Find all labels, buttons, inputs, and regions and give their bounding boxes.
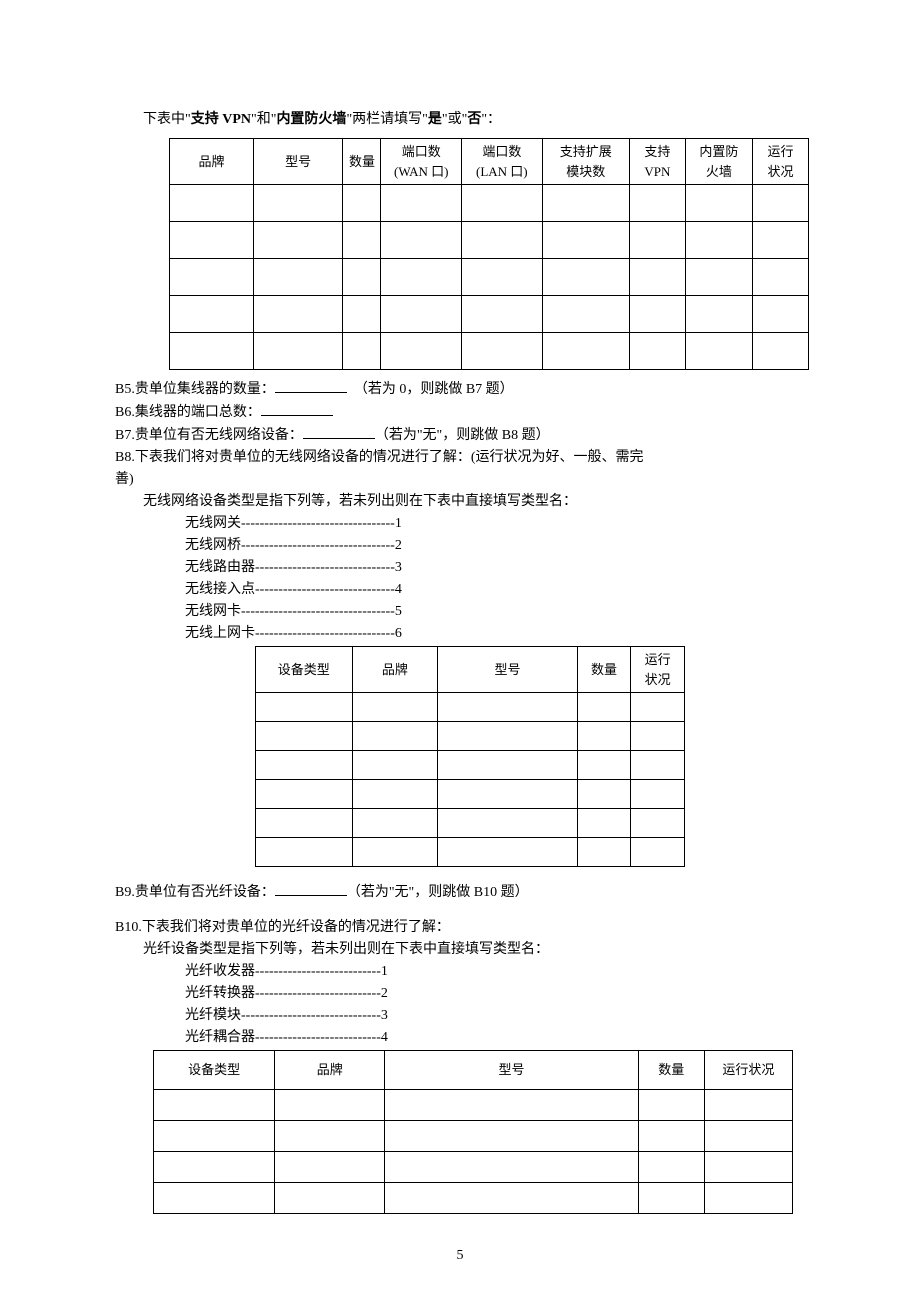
list-item: 无线网卡---------------------------------5 (185, 601, 805, 622)
table-row (170, 259, 809, 296)
intro-post: "： (481, 112, 501, 127)
table-row (154, 1090, 793, 1121)
intro-b3: 是 (428, 112, 442, 127)
intro-b4: 否 (467, 112, 481, 127)
list-item: 光纤转换器---------------------------2 (185, 983, 805, 1004)
th-brand: 品牌 (352, 647, 438, 693)
th-wan: 端口数(WAN 口) (381, 139, 462, 185)
table-row (256, 838, 685, 867)
b7-label: B7.贵单位有否无线网络设备： (115, 428, 303, 443)
list-item: 无线路由器------------------------------3 (185, 557, 805, 578)
th-status: 运行状况 (704, 1051, 792, 1090)
b10-list-intro: 光纤设备类型是指下列等，若未列出则在下表中直接填写类型名： (143, 939, 805, 960)
th-brand: 品牌 (275, 1051, 385, 1090)
intro-line: 下表中"支持 VPN"和"内置防火墙"两栏请填写"是"或"否"： (143, 109, 805, 130)
list-item: 光纤耦合器---------------------------4 (185, 1027, 805, 1048)
b8-text-2: 善) (115, 472, 134, 487)
intro-mid1: "和" (251, 112, 276, 127)
table-row (170, 296, 809, 333)
table-row (154, 1121, 793, 1152)
list-item: 无线网桥---------------------------------2 (185, 535, 805, 556)
b7-note: （若为"无"，则跳做 B8 题） (375, 428, 550, 443)
intro-mid2: "两栏请填写" (346, 112, 427, 127)
intro-mid3: "或" (442, 112, 467, 127)
table-row (256, 780, 685, 809)
table-row (170, 333, 809, 370)
intro-b1: 支持 VPN (191, 112, 251, 127)
blank-input[interactable] (261, 401, 333, 416)
th-qty: 数量 (343, 139, 381, 185)
th-type: 设备类型 (154, 1051, 275, 1090)
page-number: 5 (0, 1245, 920, 1266)
line-b5: B5.贵单位集线器的数量： （若为 0，则跳做 B7 题） (115, 378, 805, 400)
th-type: 设备类型 (256, 647, 353, 693)
table-fiber-spec: 设备类型 品牌 型号 数量 运行状况 (153, 1050, 793, 1214)
th-lan: 端口数(LAN 口) (462, 139, 543, 185)
table-header-row: 品牌 型号 数量 端口数(WAN 口) 端口数(LAN 口) 支持扩展模块数 支… (170, 139, 809, 185)
b5-note: （若为 0，则跳做 B7 题） (354, 382, 514, 397)
document-page: 下表中"支持 VPN"和"内置防火墙"两栏请填写"是"或"否"： 品牌 型号 数… (0, 0, 920, 1302)
list-item: 光纤模块------------------------------3 (185, 1005, 805, 1026)
th-status: 运行状况 (752, 139, 808, 185)
table-wireless-spec: 设备类型 品牌 型号 数量 运行状况 (255, 646, 685, 867)
b9-note: （若为"无"，则跳做 B10 题） (347, 885, 529, 900)
table-header-row: 设备类型 品牌 型号 数量 运行状况 (256, 647, 685, 693)
b8-text: B8.下表我们将对贵单位的无线网络设备的情况进行了解：(运行状况为好、一般、需完 (115, 450, 644, 465)
th-model: 型号 (385, 1051, 638, 1090)
table-row (170, 222, 809, 259)
th-qty: 数量 (638, 1051, 704, 1090)
blank-input[interactable] (303, 424, 375, 439)
table-row (256, 751, 685, 780)
b9-label: B9.贵单位有否光纤设备： (115, 885, 275, 900)
table-row (154, 1183, 793, 1214)
table-row (256, 809, 685, 838)
list-item: 光纤收发器---------------------------1 (185, 961, 805, 982)
th-model: 型号 (253, 139, 343, 185)
line-b8: B8.下表我们将对贵单位的无线网络设备的情况进行了解：(运行状况为好、一般、需完 (115, 447, 805, 468)
th-ext: 支持扩展模块数 (542, 139, 629, 185)
b8-list-intro: 无线网络设备类型是指下列等，若未列出则在下表中直接填写类型名： (143, 491, 805, 512)
intro-pre: 下表中" (143, 112, 191, 127)
table-router-spec: 品牌 型号 数量 端口数(WAN 口) 端口数(LAN 口) 支持扩展模块数 支… (169, 138, 809, 370)
table-row (170, 185, 809, 222)
blank-input[interactable] (275, 881, 347, 896)
table-row (256, 722, 685, 751)
table-row (154, 1152, 793, 1183)
b5-label: B5.贵单位集线器的数量： (115, 382, 275, 397)
list-item: 无线网关---------------------------------1 (185, 513, 805, 534)
table-row (256, 693, 685, 722)
th-model: 型号 (438, 647, 577, 693)
th-fw: 内置防火墙 (685, 139, 752, 185)
blank-input[interactable] (275, 378, 347, 393)
th-vpn: 支持VPN (629, 139, 685, 185)
list-item: 无线接入点------------------------------4 (185, 579, 805, 600)
intro-b2: 内置防火墙 (276, 112, 346, 127)
table-header-row: 设备类型 品牌 型号 数量 运行状况 (154, 1051, 793, 1090)
th-qty: 数量 (577, 647, 631, 693)
line-b6: B6.集线器的端口总数： (115, 401, 805, 423)
th-status: 运行状况 (631, 647, 685, 693)
list-item: 无线上网卡------------------------------6 (185, 623, 805, 644)
line-b7: B7.贵单位有否无线网络设备： （若为"无"，则跳做 B8 题） (115, 424, 805, 446)
line-b10: B10.下表我们将对贵单位的光纤设备的情况进行了解： (115, 917, 805, 938)
b6-label: B6.集线器的端口总数： (115, 405, 261, 420)
th-brand: 品牌 (170, 139, 254, 185)
line-b9: B9.贵单位有否光纤设备： （若为"无"，则跳做 B10 题） (115, 881, 805, 903)
line-b8-2: 善) (115, 469, 805, 490)
